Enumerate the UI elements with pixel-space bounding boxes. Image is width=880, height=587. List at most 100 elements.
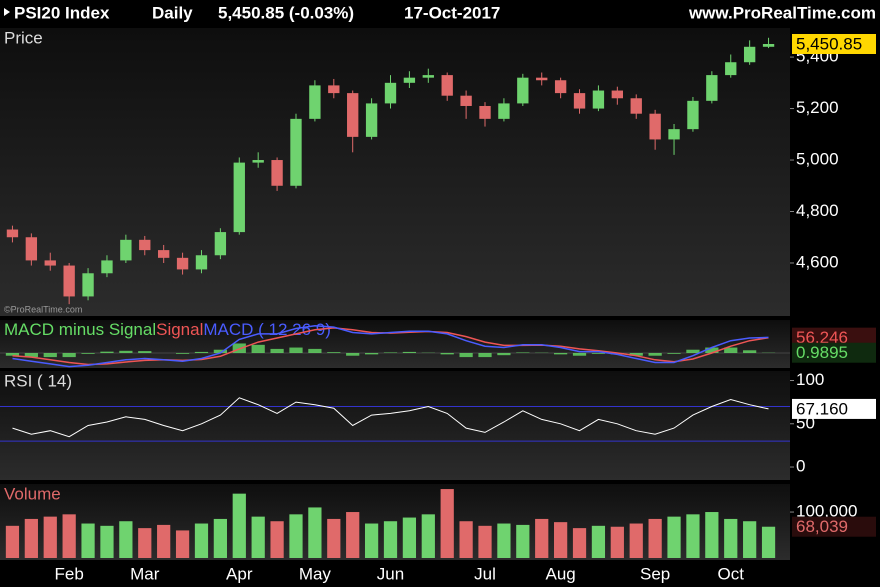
candle-body — [25, 237, 38, 261]
volume-bar — [761, 526, 776, 558]
candle-body — [384, 82, 397, 104]
volume-bar — [554, 522, 568, 558]
volume-bar — [327, 518, 341, 558]
histogram-bar — [308, 348, 322, 353]
volume-bar — [289, 514, 303, 558]
histogram-bar — [138, 351, 152, 353]
histogram-bar — [459, 353, 473, 358]
x-tick-label: Sep — [640, 564, 670, 583]
candle-body — [649, 113, 661, 140]
candle-body — [611, 90, 623, 99]
candle-body — [139, 239, 151, 251]
volume-bar — [629, 523, 643, 558]
volume-bar — [270, 521, 284, 558]
x-tick-label: Feb — [55, 564, 84, 583]
x-tick-label: May — [299, 564, 332, 583]
volume-bar — [251, 516, 265, 558]
histogram-bar — [289, 347, 303, 353]
x-tick-label: Mar — [130, 564, 160, 583]
histogram-bar — [686, 349, 700, 353]
volume-bar — [100, 525, 114, 558]
volume-bar — [497, 523, 511, 558]
histogram-bar — [364, 353, 379, 355]
volume-bar — [308, 507, 322, 558]
y-tick-label: 4,800 — [796, 201, 839, 220]
candle-body — [762, 43, 775, 47]
volume-bar — [364, 523, 379, 558]
x-tick-label: Jul — [474, 564, 496, 583]
candle-body — [347, 93, 359, 137]
panel-title: Volume — [4, 484, 61, 503]
volume-bar — [157, 524, 171, 558]
candle-body — [63, 265, 75, 297]
legend-entry: Signal — [156, 320, 203, 339]
candle-body — [6, 229, 19, 238]
candle-body — [120, 239, 132, 261]
volume-bar — [421, 514, 435, 558]
candle-body — [687, 100, 699, 130]
histogram-bar — [251, 344, 265, 353]
histogram-bar — [572, 353, 587, 356]
legend-entry: MACD minus Signal — [4, 320, 156, 339]
volume-bar — [24, 518, 38, 558]
histogram-bar — [478, 353, 492, 358]
histogram-bar — [402, 351, 417, 353]
candle-body — [290, 118, 302, 186]
candle-body — [743, 46, 756, 63]
volume-bar — [478, 525, 492, 558]
histogram-bar — [383, 352, 398, 353]
volume-bar — [119, 521, 133, 558]
candle-body — [592, 90, 605, 109]
histogram-bar — [43, 353, 57, 358]
histogram-bar — [667, 353, 681, 354]
date: 17-Oct-2017 — [404, 3, 500, 22]
candle-body — [365, 103, 378, 137]
histogram-bar — [629, 353, 643, 356]
candle-body — [44, 260, 56, 266]
menu-arrow[interactable] — [4, 8, 10, 16]
x-tick-label: Apr — [226, 564, 253, 583]
y-tick-label: 100 — [796, 370, 824, 389]
legend-entry: MACD ( 12 26 9) — [203, 320, 331, 339]
histogram-bar — [705, 347, 719, 353]
histogram-bar — [175, 353, 190, 354]
candle-body — [498, 103, 510, 119]
candle-body — [252, 160, 264, 163]
histogram-bar — [440, 353, 454, 355]
volume-bar — [516, 524, 530, 558]
candle-body — [271, 160, 283, 186]
volume-bar — [213, 518, 227, 558]
candle-body — [706, 75, 718, 101]
volume-bar — [743, 521, 757, 558]
candle-body — [309, 85, 321, 119]
histogram-bar — [62, 353, 76, 358]
last-value-label: 67.160 — [796, 399, 848, 418]
volume-bar — [667, 516, 681, 558]
candle-body — [554, 80, 567, 94]
volume-bar — [62, 514, 76, 558]
candle-body — [176, 257, 189, 270]
candle-body — [630, 98, 642, 114]
histogram-bar — [724, 347, 738, 353]
candle-body — [214, 232, 227, 256]
candle-body — [517, 77, 529, 104]
candle-body — [668, 129, 680, 140]
volume-bar — [705, 512, 719, 558]
volume-bar — [459, 521, 473, 558]
macd-legend: MACD minus SignalSignalMACD ( 12 26 9) — [4, 320, 331, 339]
last-value-label: 0.9895 — [796, 343, 848, 362]
last-value-box — [792, 342, 876, 363]
volume-bar — [232, 493, 246, 558]
candle-body — [195, 255, 208, 270]
histogram-bar — [554, 353, 568, 355]
histogram-bar — [194, 351, 209, 353]
last-value-label: 56.246 — [796, 328, 848, 347]
price-panel — [0, 28, 790, 316]
histogram-bar — [497, 353, 511, 356]
volume-bar — [402, 517, 417, 558]
candle-body — [479, 105, 491, 119]
histogram-bar — [81, 353, 95, 354]
volume-bar — [43, 516, 57, 558]
last-value-box — [792, 33, 876, 54]
